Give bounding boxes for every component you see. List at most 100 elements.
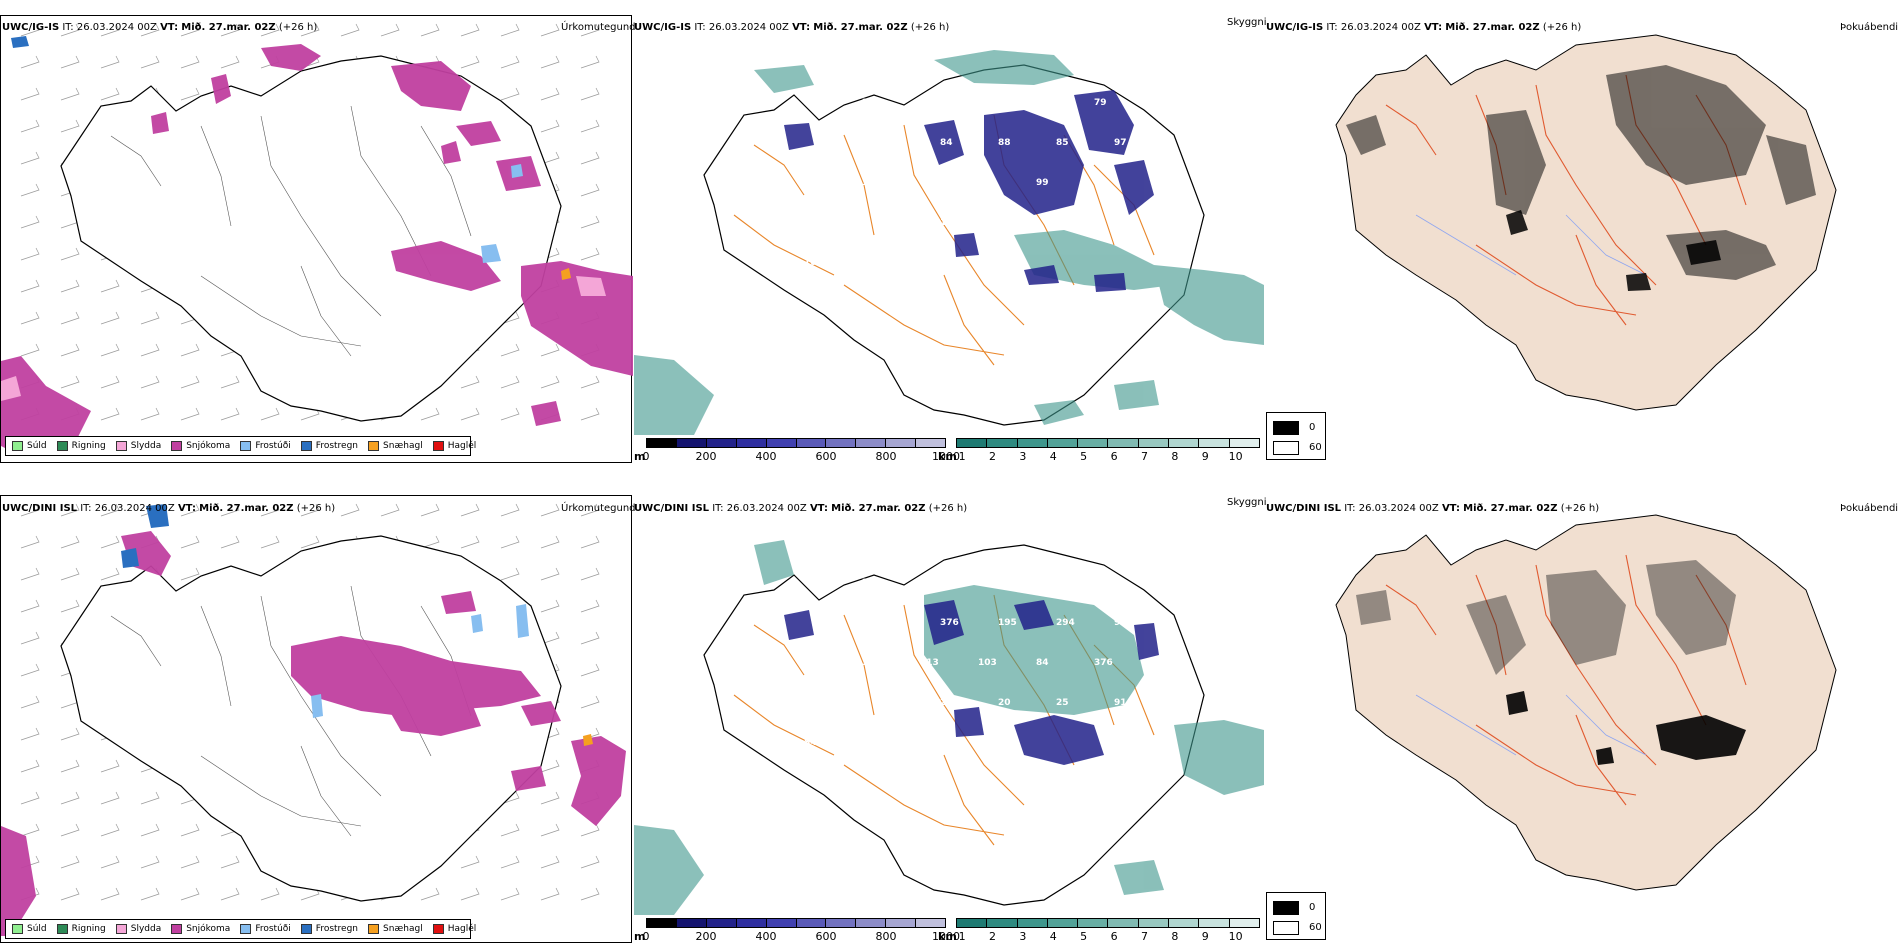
- colorbar-tick: 0: [642, 930, 650, 943]
- colorbar-cell: [826, 919, 857, 927]
- precip-legend-item: Slydda: [115, 441, 162, 451]
- wind-barb: [500, 375, 520, 389]
- precip-legend-item: Rigning: [56, 924, 106, 934]
- precip-legend-item: Rigning: [56, 441, 106, 451]
- visibility-value-label: 79: [1094, 98, 1107, 108]
- vt-value: Mið. 27.mar. 02Z: [199, 503, 294, 514]
- model-name: UWC/IG-IS: [1266, 22, 1324, 33]
- colorbar-cell: [736, 439, 767, 447]
- fog-legend-high: 60: [1309, 922, 1322, 933]
- precip-legend-item: Slydda: [115, 924, 161, 934]
- visibility-value-label: 376: [940, 618, 959, 628]
- wind-barb: [100, 887, 120, 901]
- precip-type-panel-top: Súld Rigning Slydda Snjókoma Frostúði Frostre…: [0, 15, 633, 463]
- colorbar-tick: 800: [875, 450, 897, 463]
- wind-barb: [20, 215, 40, 229]
- wind-barb: [100, 791, 120, 805]
- wind-barb: [500, 87, 520, 101]
- wind-barb: [180, 55, 200, 69]
- fog-legend-low: 0: [1309, 902, 1316, 913]
- wind-barb: [180, 567, 200, 581]
- colorbar-km-cells: [956, 918, 1260, 928]
- visibility-value-label: 88: [998, 138, 1011, 148]
- colorbar-m-cells: [646, 918, 946, 928]
- wind-barb: [500, 55, 520, 69]
- visibility-panel-bottom: 142 23 11 118 163 192 240 277 376 195 294 908 143 342…: [634, 495, 1264, 943]
- visibility-colorbar-m-bottom: m 0 200 400 600 800 1000: [634, 918, 960, 944]
- wind-barb: [60, 567, 80, 581]
- wind-barb: [580, 503, 600, 517]
- wind-barb: [580, 247, 600, 261]
- wind-barb: [180, 503, 200, 517]
- colorbar-cell: [1229, 439, 1259, 447]
- vt-label: VT:: [160, 22, 179, 33]
- it-value: 26.03.2024 00Z: [76, 22, 157, 33]
- wind-barb: [220, 407, 240, 421]
- wind-barb: [60, 23, 80, 37]
- legend-label: Frostúði: [255, 924, 291, 934]
- colorbar-cell: [1169, 919, 1200, 927]
- wind-barb: [340, 23, 360, 37]
- wind-barb: [20, 695, 40, 709]
- wind-barb: [20, 503, 40, 517]
- wind-barb: [540, 23, 560, 37]
- wind-barb: [100, 535, 120, 549]
- visibility-value-label: 155: [978, 178, 997, 188]
- colorbar-cell: [826, 439, 857, 447]
- header-top-fog: UWC/IG-IS IT: 26.03.2024 00Z VT: Mið. 27…: [1266, 22, 1581, 34]
- wind-barb: [140, 343, 160, 357]
- wind-barb: [100, 567, 120, 581]
- visibility-value-label: 269: [940, 698, 959, 708]
- colorbar-cell: [766, 439, 797, 447]
- colorbar-cell: [856, 439, 887, 447]
- wind-barb: [540, 759, 560, 773]
- wind-barb: [580, 119, 600, 133]
- wind-barb: [20, 183, 40, 197]
- wind-barb: [20, 87, 40, 101]
- legend-label: Slydda: [130, 441, 162, 451]
- vt-value: Mið. 27.mar. 02Z: [181, 22, 276, 33]
- legend-label: Frostregn: [315, 924, 359, 934]
- wind-barb: [540, 119, 560, 133]
- wind-barb: [540, 567, 560, 581]
- wind-barb: [60, 535, 80, 549]
- legend-label: Snjókoma: [186, 441, 231, 451]
- precip-legend-item: Frostúði: [240, 924, 291, 934]
- wind-barb: [300, 535, 320, 549]
- legend-swatch: [368, 924, 380, 934]
- precip-legend-item: Frostregn: [300, 441, 359, 451]
- wind-barb: [220, 535, 240, 549]
- legend-label: Frostregn: [315, 441, 359, 451]
- panel-title-visibility-top: Skyggni: [1227, 17, 1267, 28]
- colorbar-tick: 10: [1228, 930, 1243, 943]
- it-label: IT:: [62, 22, 74, 33]
- wind-barb: [380, 503, 400, 517]
- colorbar-cell: [987, 439, 1018, 447]
- header-top-precip: UWC/IG-IS IT: 26.03.2024 00Z VT: Mið. 27…: [2, 22, 317, 34]
- wind-barb: [20, 23, 40, 37]
- it-label: IT:: [694, 22, 706, 33]
- colorbar-tick: 1: [958, 450, 966, 463]
- colorbar-cell: [796, 439, 827, 447]
- wind-barb: [580, 151, 600, 165]
- wind-barb: [180, 375, 200, 389]
- wind-barb: [60, 855, 80, 869]
- vt-value: Mið. 27.mar. 02Z: [813, 22, 908, 33]
- legend-label: Rigning: [71, 441, 106, 451]
- visibility-value-label: 23: [862, 578, 875, 588]
- wind-barb: [20, 119, 40, 133]
- fog-legend-bottom: 0 60: [1266, 892, 1326, 940]
- wind-barb: [180, 535, 200, 549]
- legend-swatch: [240, 441, 252, 451]
- wind-barb: [260, 887, 280, 901]
- colorbar-cell: [1169, 439, 1200, 447]
- visibility-labels-top: 554 291 240 271 206 79 30 36 84 88 85 97 101 125 207 15…: [804, 98, 1127, 268]
- visibility-value-label: 113: [920, 658, 939, 668]
- vt-label: VT:: [792, 22, 811, 33]
- visibility-value-label: 30: [824, 138, 837, 148]
- wind-barb: [140, 55, 160, 69]
- visibility-value-label: 206: [1036, 98, 1055, 108]
- colorbar-cell: [1078, 439, 1109, 447]
- wind-barb: [220, 855, 240, 869]
- legend-swatch: [432, 441, 444, 451]
